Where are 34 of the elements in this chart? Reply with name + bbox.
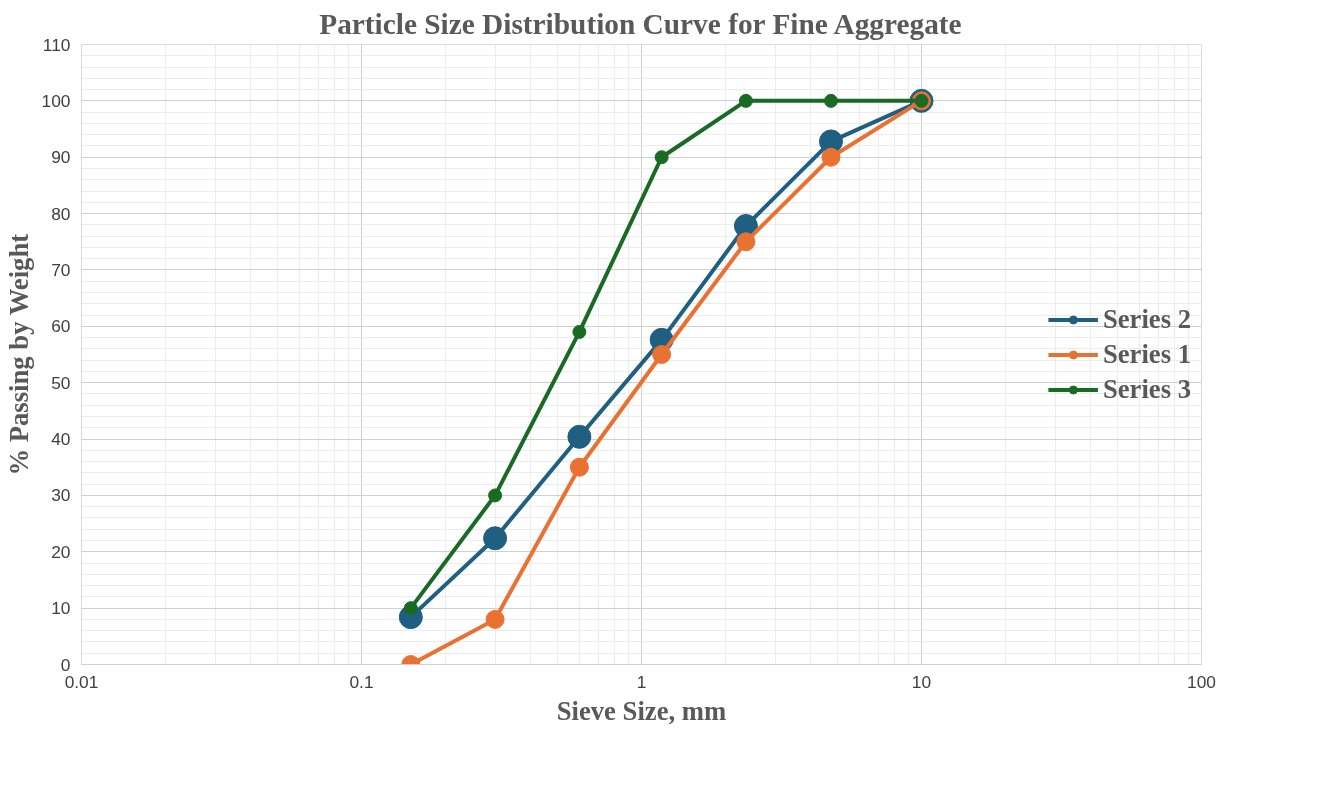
point	[572, 324, 587, 339]
x-tick-label: 10	[911, 671, 932, 692]
point	[403, 601, 418, 616]
x-tick-label: 100	[1187, 671, 1216, 692]
y-tick-label: 110	[42, 34, 71, 55]
x-tick-label: 0.1	[349, 671, 374, 692]
point	[823, 93, 838, 108]
point	[652, 345, 672, 364]
y-tick-label: 20	[51, 541, 71, 562]
point	[483, 526, 508, 551]
point	[567, 424, 592, 449]
x-axis-title: Sieve Size, mm	[556, 695, 727, 726]
chart-title: Particle Size Distribution Curve for Fine Aggregate	[319, 7, 962, 40]
y-tick-label: 100	[41, 90, 71, 111]
point	[821, 147, 841, 167]
y-tick-label: 90	[51, 147, 71, 168]
y-tick-label: 50	[51, 372, 71, 393]
y-tick-label: 40	[51, 429, 71, 450]
legend-label: Series 3	[1102, 373, 1191, 405]
point	[485, 609, 505, 629]
point	[488, 488, 503, 503]
point	[654, 150, 669, 165]
legend-label: Series 2	[1102, 303, 1191, 335]
point	[738, 93, 753, 108]
point	[736, 232, 756, 252]
y-tick-label: 60	[51, 316, 71, 337]
y-tick-label: 80	[51, 203, 71, 224]
point	[569, 457, 589, 477]
y-tick-label: 10	[51, 598, 71, 619]
y-axis-title: % Passing by Weight	[3, 233, 34, 476]
x-tick-label: 1	[636, 671, 647, 692]
y-tick-label: 70	[51, 259, 71, 280]
legend-label: Series 1	[1102, 338, 1191, 370]
y-tick-label: 30	[51, 485, 71, 506]
